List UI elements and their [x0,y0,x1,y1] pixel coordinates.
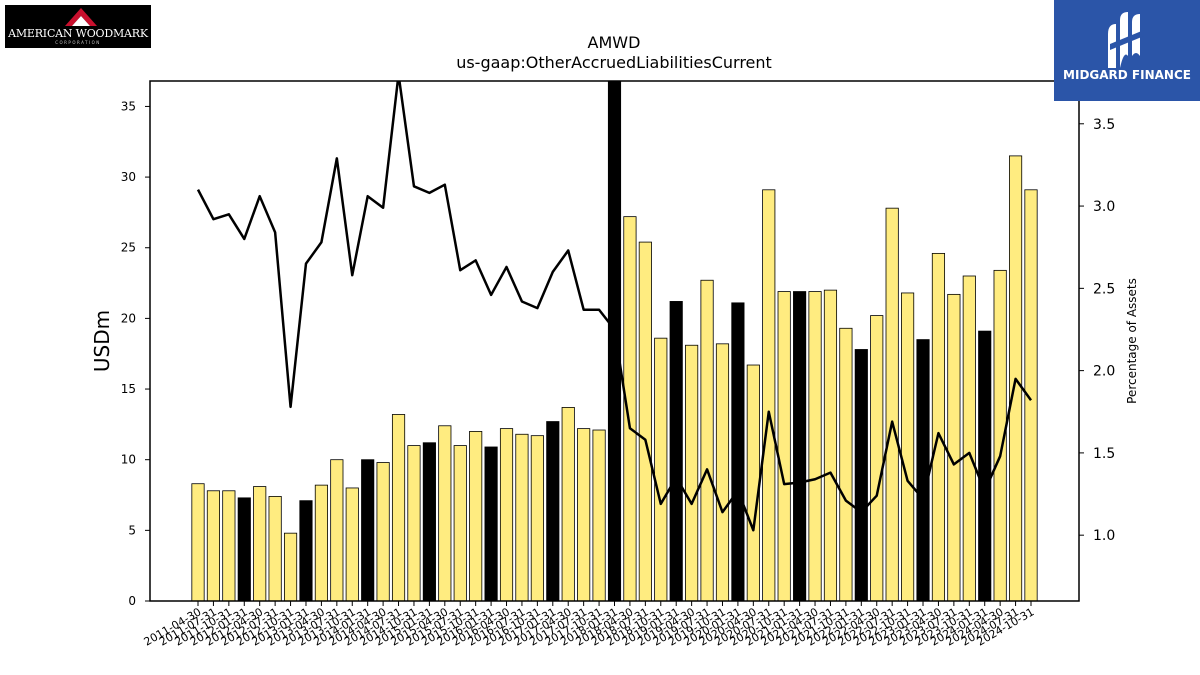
y2-tick-label: 2.5 [1093,281,1115,297]
bar [546,421,560,602]
bar [607,80,622,602]
bar [793,291,807,602]
bar [978,330,992,602]
y-axis-right: 1.0 1.5 2.0 2.5 3.0 3.5 [1079,117,1115,544]
bar [592,429,606,602]
bar [962,275,976,602]
y-tick-label: 10 [121,453,136,467]
bar [870,315,884,602]
bar [484,446,498,602]
bar [530,435,544,602]
bar [947,293,961,602]
chart-title: AMWD [588,33,641,52]
bar [885,207,899,602]
y-tick-label: 5 [128,523,136,537]
bar [330,459,344,602]
bar [839,327,853,602]
bar [222,490,236,602]
y-tick-label: 30 [121,170,136,184]
bar [561,407,575,602]
bar [901,292,915,602]
line-series [196,81,1033,532]
bar [206,490,220,602]
bar [623,216,637,602]
bar [638,241,652,602]
bar [731,302,745,602]
bar [314,484,328,602]
bar [191,483,205,602]
bar [253,486,267,602]
bar [453,445,467,602]
bar [854,349,868,602]
bar [808,291,822,602]
bar [669,301,683,602]
bar [422,442,436,602]
bar [469,431,483,602]
y2-tick-label: 1.0 [1093,528,1115,544]
bar-series [191,80,1038,602]
bar [391,414,406,602]
midgard-finance-logo: MIDGARD FINANCE [1054,0,1200,101]
y2-tick-label: 2.0 [1093,364,1115,380]
y2-tick-label: 1.5 [1093,446,1115,462]
bar [515,433,529,602]
bar [654,337,668,602]
y-axis-label: USDm [90,310,114,372]
bar [685,344,699,602]
bar [299,500,313,602]
bar [499,428,514,602]
bar [916,339,930,602]
y2-axis-label: Percentage of Assets [1125,278,1139,404]
y-tick-label: 15 [121,382,136,396]
y2-tick-label: 3.5 [1093,117,1115,133]
y-tick-label: 0 [128,594,136,608]
y-axis-left: 0 5 10 15 20 25 30 35 [121,99,150,608]
bar [823,289,838,602]
bar [746,364,760,602]
midgard-emblem-icon [1108,12,1144,68]
left-logo-subtext: CORPORATION [55,40,101,45]
bar [931,252,946,602]
bar [361,459,375,602]
pct-assets-line [196,81,1033,532]
x-axis: 2011-04-302011-07-312011-10-312012-01-31… [142,601,1037,649]
bar [376,462,390,602]
bar [777,291,791,602]
bar [345,487,359,602]
left-logo-text: AMERICAN WOODMARK [8,27,148,40]
y2-tick-label: 3.0 [1093,199,1115,215]
bar [407,445,421,602]
bar [577,428,591,602]
house-roof-icon [65,8,97,26]
bar [268,496,282,602]
y-tick-label: 20 [121,311,136,325]
bar [283,532,298,602]
right-logo-text: MIDGARD FINANCE [1063,68,1191,82]
bar [762,189,776,602]
bar [237,497,251,602]
bar [700,279,714,602]
bar [438,425,452,602]
chart-subtitle: us-gaap:OtherAccruedLiabilitiesCurrent [456,53,772,72]
y-tick-label: 25 [121,241,136,255]
bar [715,343,730,602]
y-tick-label: 35 [121,99,136,113]
american-woodmark-logo: AMERICAN WOODMARK CORPORATION [5,5,151,48]
